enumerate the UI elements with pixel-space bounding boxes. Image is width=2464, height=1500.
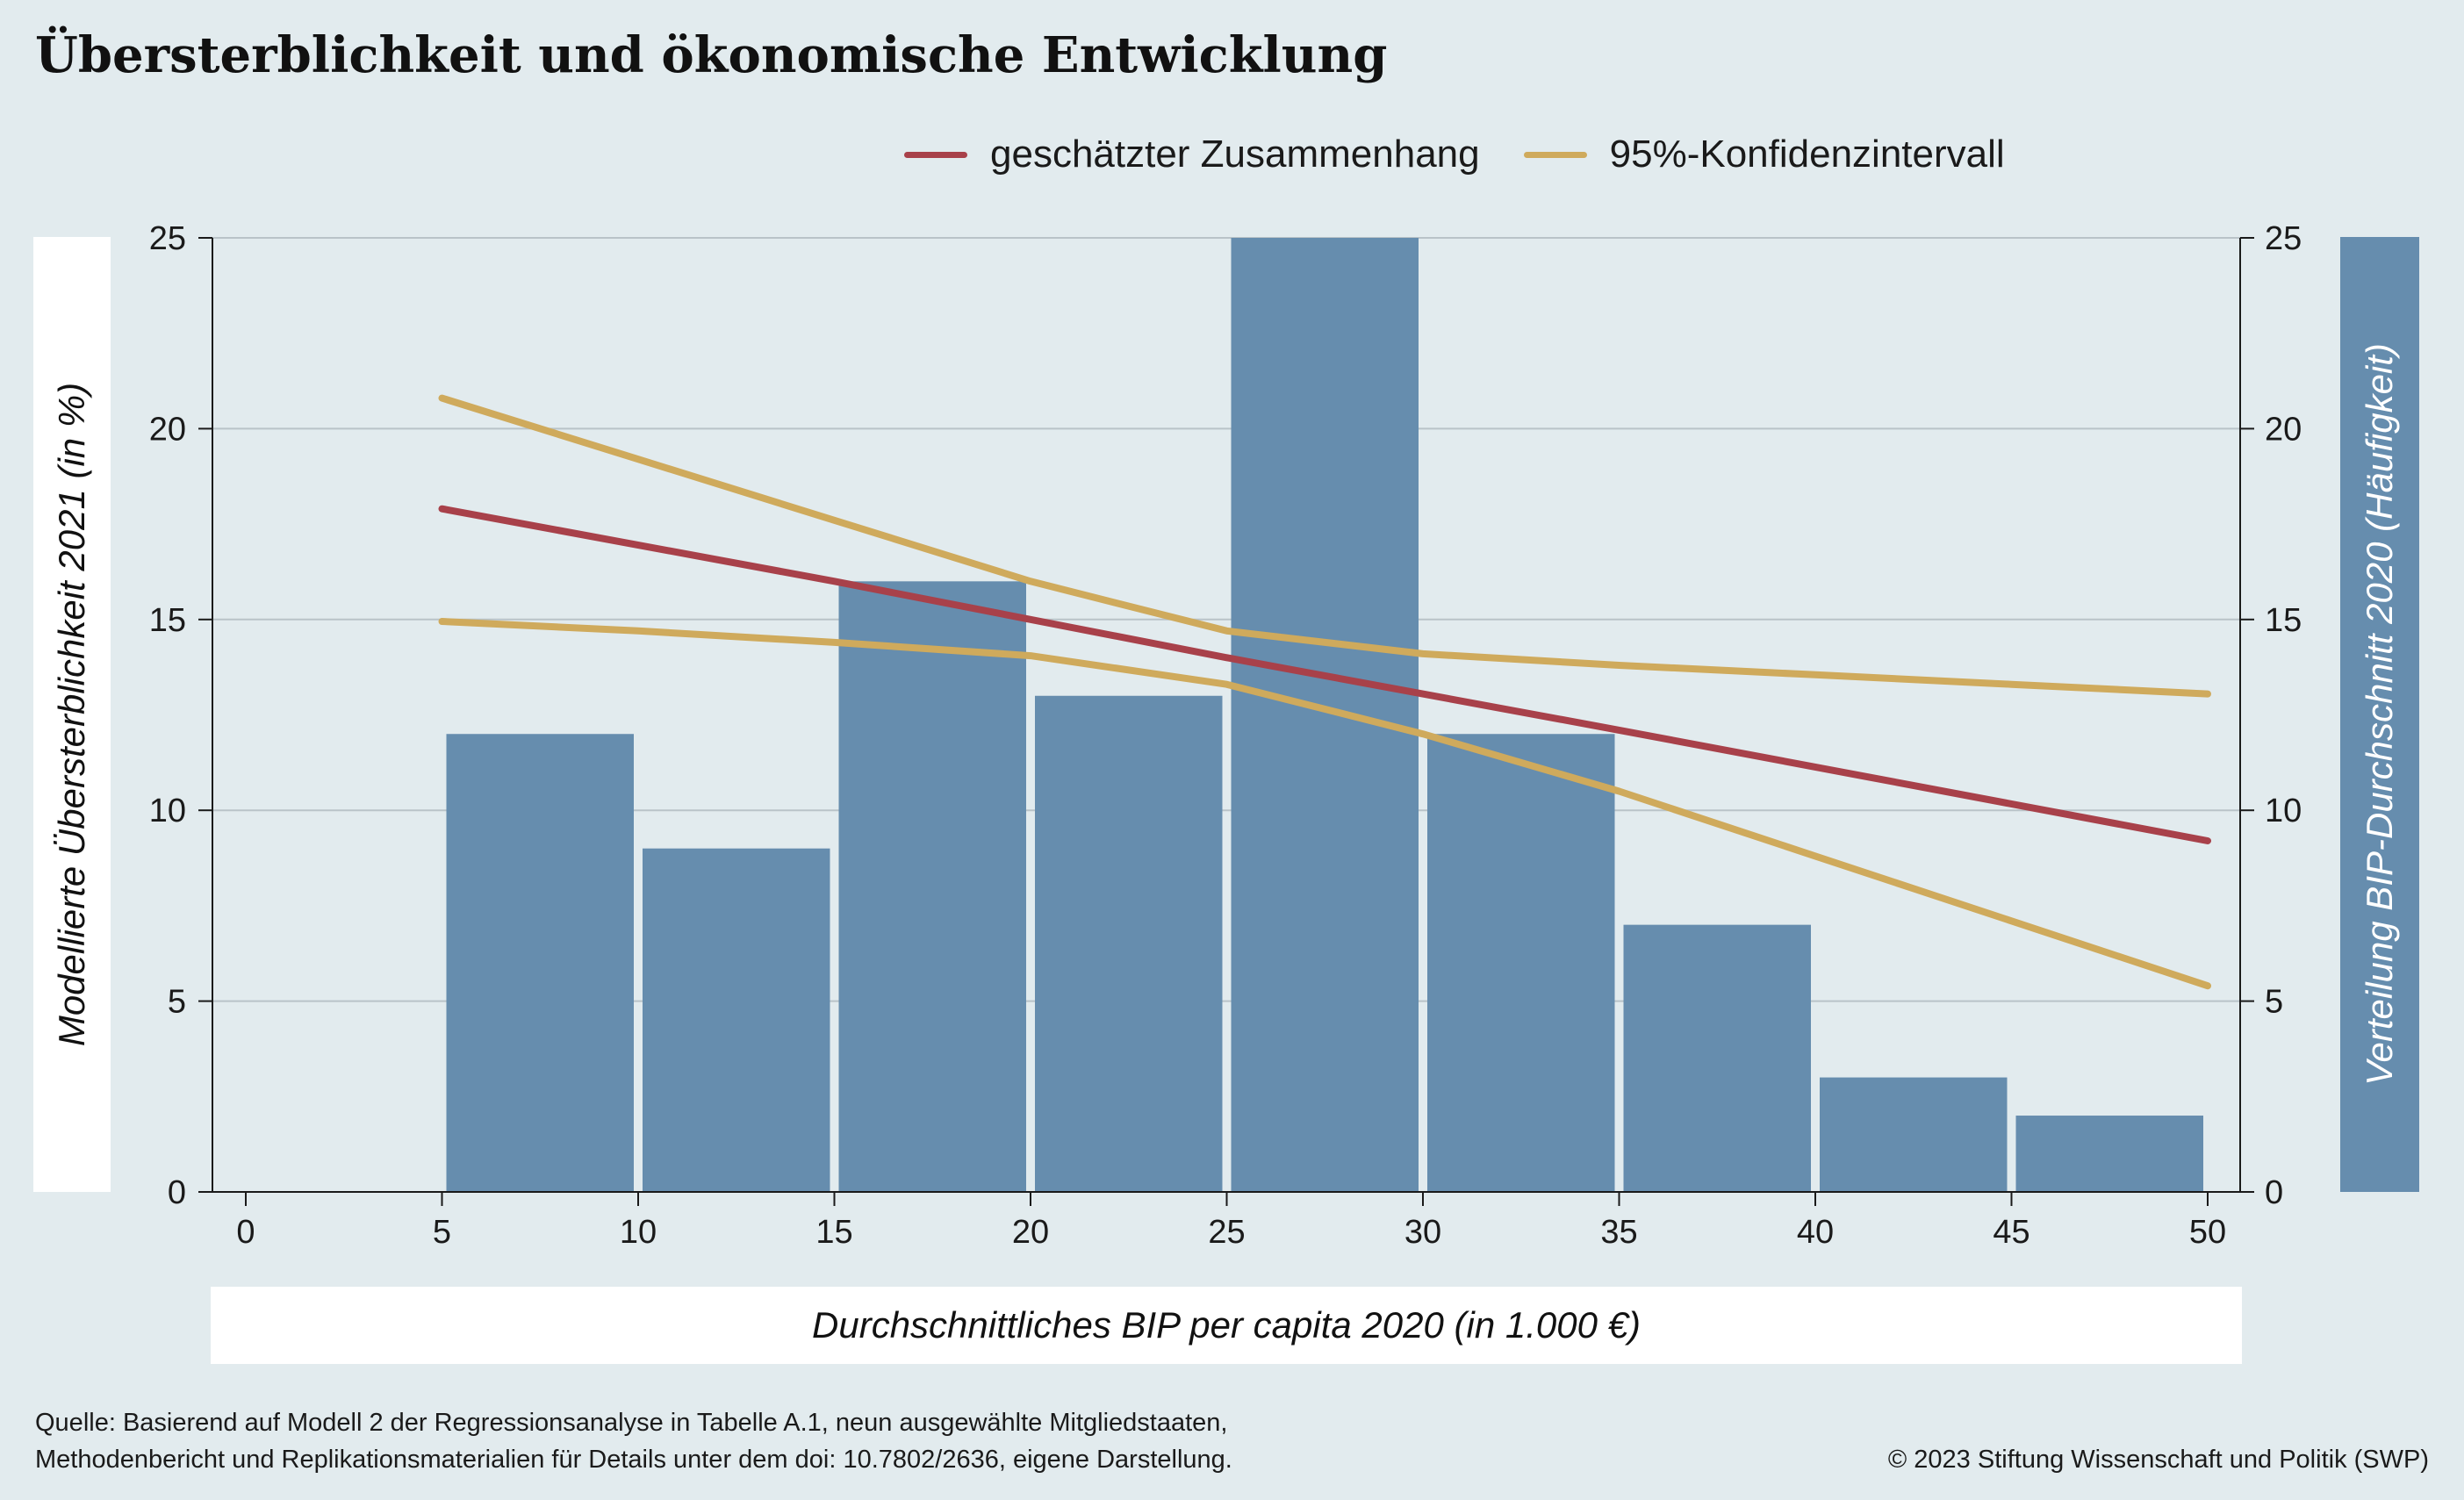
- ci-lower-line: [438, 618, 2211, 990]
- ci-upper-line: [438, 394, 2211, 698]
- source-line-1: Quelle: Basierend auf Modell 2 der Regre…: [35, 1409, 1228, 1437]
- x-tick-label-15: 15: [815, 1214, 852, 1251]
- x-tick-label-50: 50: [2189, 1214, 2226, 1251]
- copyright: © 2023 Stiftung Wissenschaft und Politik…: [1887, 1446, 2429, 1474]
- y-tick-label-right-0: 0: [2265, 1174, 2283, 1211]
- histogram-bar-25-30: [1231, 238, 1419, 1192]
- x-tick-label-25: 25: [1208, 1214, 1245, 1251]
- chart-title: Übersterblichkeit und ökonomische Entwic…: [35, 26, 1388, 84]
- x-tick-label-10: 10: [620, 1214, 657, 1251]
- y-tick-label-left-15: 15: [149, 602, 186, 639]
- x-tick-label-45: 45: [1993, 1214, 2029, 1251]
- legend-item-fit: geschätzter Zusammenhang: [904, 133, 1480, 176]
- y-tick-label-left-0: 0: [168, 1174, 186, 1211]
- y-tick-label-left-5: 5: [168, 984, 186, 1021]
- histogram-bar-20-25: [1035, 695, 1223, 1192]
- x-tick-label-5: 5: [433, 1214, 451, 1251]
- right-axis-title-panel: Verteilung BIP-Durchschnitt 2020 (Häufig…: [2340, 237, 2419, 1192]
- legend-item-ci: 95%-Konfidenzintervall: [1523, 133, 2005, 176]
- legend-swatch-ci: [1523, 151, 1587, 158]
- legend-swatch-fit: [904, 151, 967, 158]
- source-note: Quelle: Basierend auf Modell 2 der Regre…: [35, 1404, 1232, 1478]
- histogram-bar-30-35: [1427, 734, 1615, 1192]
- chart-plot: 0 5 10 15 20 25 0 5 10 15 20 25 0 5 10 15 20 25 30 35 40 45 50: [149, 220, 2302, 1251]
- y-tick-label-left-20: 20: [149, 411, 186, 448]
- y-tick-label-left-25: 25: [149, 220, 186, 257]
- histogram-bar-40-45: [1820, 1077, 2008, 1192]
- y-tick-label-right-10: 10: [2265, 793, 2302, 829]
- y-tick-label-right-20: 20: [2265, 411, 2302, 448]
- legend-label-ci: 95%-Konfidenzintervall: [1609, 133, 2005, 176]
- x-tick-label-35: 35: [1600, 1214, 1637, 1251]
- histogram-bar-5-10: [446, 734, 634, 1192]
- x-axis-title: Durchschnittliches BIP per capita 2020 (…: [812, 1304, 1641, 1346]
- y-tick-label-right-15: 15: [2265, 602, 2302, 639]
- source-line-2: Methodenbericht und Replikationsmaterial…: [35, 1446, 1232, 1474]
- y-tick-label-right-5: 5: [2265, 984, 2283, 1021]
- legend: geschätzter Zusammenhang 95%-Konfidenzin…: [904, 130, 2049, 179]
- histogram-bar-10-15: [643, 848, 830, 1192]
- x-tick-label-30: 30: [1404, 1214, 1441, 1251]
- x-axis-title-panel: Durchschnittliches BIP per capita 2020 (…: [211, 1287, 2242, 1364]
- left-axis-title-panel: Modellierte Übersterblichkeit 2021 (in %…: [33, 237, 111, 1192]
- y-tick-label-left-10: 10: [149, 793, 186, 829]
- x-tick-label-40: 40: [1797, 1214, 1834, 1251]
- x-tick-label-20: 20: [1012, 1214, 1049, 1251]
- histogram-bar-35-40: [1623, 924, 1811, 1192]
- histogram-bar-45-50: [2015, 1116, 2203, 1192]
- histogram-bar-15-20: [838, 581, 1026, 1192]
- legend-label-fit: geschätzter Zusammenhang: [990, 133, 1480, 176]
- y-tick-label-right-25: 25: [2265, 220, 2302, 257]
- x-tick-label-0: 0: [236, 1214, 255, 1251]
- fit-line: [438, 505, 2211, 844]
